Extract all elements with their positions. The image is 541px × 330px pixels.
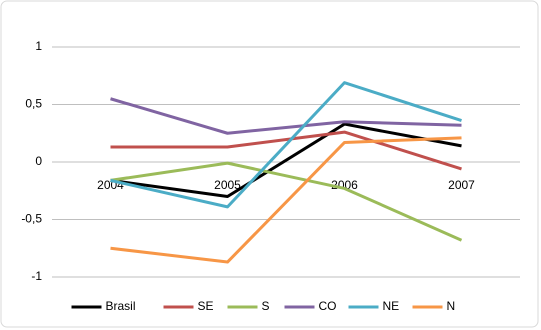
series-line [110, 81, 462, 209]
y-tick-label: 0,5 [25, 97, 42, 111]
series-line [110, 136, 462, 264]
legend-label: S [262, 299, 270, 313]
series-line [110, 122, 462, 198]
x-tick-label: 2007 [448, 178, 475, 192]
legend-label: Brasil [106, 299, 136, 313]
y-tick-label: 0 [35, 154, 42, 168]
series-line [110, 130, 462, 171]
y-tick-label: 1 [35, 39, 42, 53]
series-line [110, 97, 462, 135]
y-tick-label: -0,5 [21, 212, 42, 226]
y-tick-label: -1 [31, 269, 42, 283]
legend-label: NE [383, 299, 400, 313]
legend-label: N [447, 299, 456, 313]
series-line [110, 161, 463, 242]
x-tick-label: 2005 [214, 178, 241, 192]
legend-label: SE [198, 299, 214, 313]
legend-label: CO [319, 299, 337, 313]
x-tick-label: 2006 [331, 178, 358, 192]
